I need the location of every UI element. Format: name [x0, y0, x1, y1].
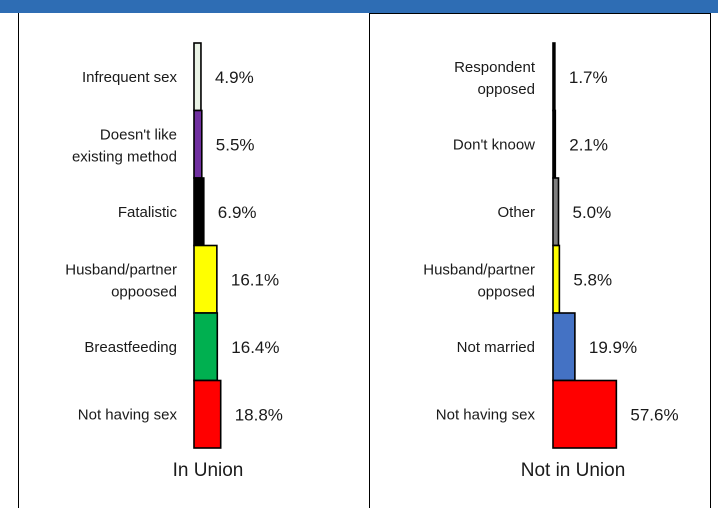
- category-label: Husband/partner: [423, 261, 535, 278]
- category-label: opposed: [477, 81, 535, 98]
- bar-not-in-union-5: [552, 379, 618, 449]
- category-label: opposed: [477, 283, 535, 300]
- category-label: Infrequent sex: [82, 69, 178, 86]
- value-label: 5.0%: [573, 203, 612, 222]
- bar-in-union-1: [193, 109, 203, 179]
- panel-not-in-union-box: [369, 13, 711, 508]
- category-label: Fatalistic: [118, 204, 178, 221]
- value-label: 57.6%: [630, 405, 678, 424]
- bar-not-in-union-4: [552, 312, 576, 382]
- value-label: 1.7%: [569, 68, 608, 87]
- category-label: Don't knoow: [453, 136, 535, 153]
- panel-not-in-union: 1.7% Respondent opposed 2.1% Don't knoow 5.0%…: [423, 42, 679, 481]
- group-label: Not in Union: [521, 460, 626, 481]
- category-label: Respondent: [454, 59, 536, 76]
- bar-not-in-union-3: [552, 244, 561, 314]
- value-label: 18.8%: [235, 405, 283, 424]
- value-label: 16.4%: [231, 338, 279, 357]
- value-label: 4.9%: [215, 68, 254, 87]
- bar-in-union-3: [193, 244, 218, 314]
- category-label: Not having sex: [436, 406, 536, 423]
- category-label: Other: [497, 204, 535, 221]
- category-label: Doesn't like: [100, 126, 177, 143]
- value-label: 19.9%: [589, 338, 637, 357]
- title-bar: [0, 0, 718, 13]
- category-label: Breastfeeding: [84, 339, 177, 356]
- category-label: Husband/partner: [65, 261, 177, 278]
- category-label: existing method: [72, 148, 177, 165]
- panel-in-union: 4.9% Infrequent sex 5.5% Doesn't like existi…: [65, 42, 283, 481]
- group-label: In Union: [173, 460, 244, 481]
- bar-not-in-union-0: [552, 42, 556, 112]
- bar-in-union-2: [193, 177, 205, 247]
- bar-in-union-0: [193, 42, 202, 112]
- value-label: 6.9%: [218, 203, 257, 222]
- category-label: Not married: [457, 339, 535, 356]
- value-label: 16.1%: [231, 270, 279, 289]
- bar-not-in-union-1: [552, 109, 557, 179]
- value-label: 5.8%: [573, 270, 612, 289]
- bar-in-union-5: [193, 379, 222, 449]
- value-label: 5.5%: [216, 135, 255, 154]
- category-label: oppoosed: [111, 283, 177, 300]
- bar-not-in-union-2: [552, 177, 560, 247]
- value-label: 2.1%: [569, 135, 608, 154]
- bar-in-union-4: [193, 312, 219, 382]
- category-label: Not having sex: [78, 406, 178, 423]
